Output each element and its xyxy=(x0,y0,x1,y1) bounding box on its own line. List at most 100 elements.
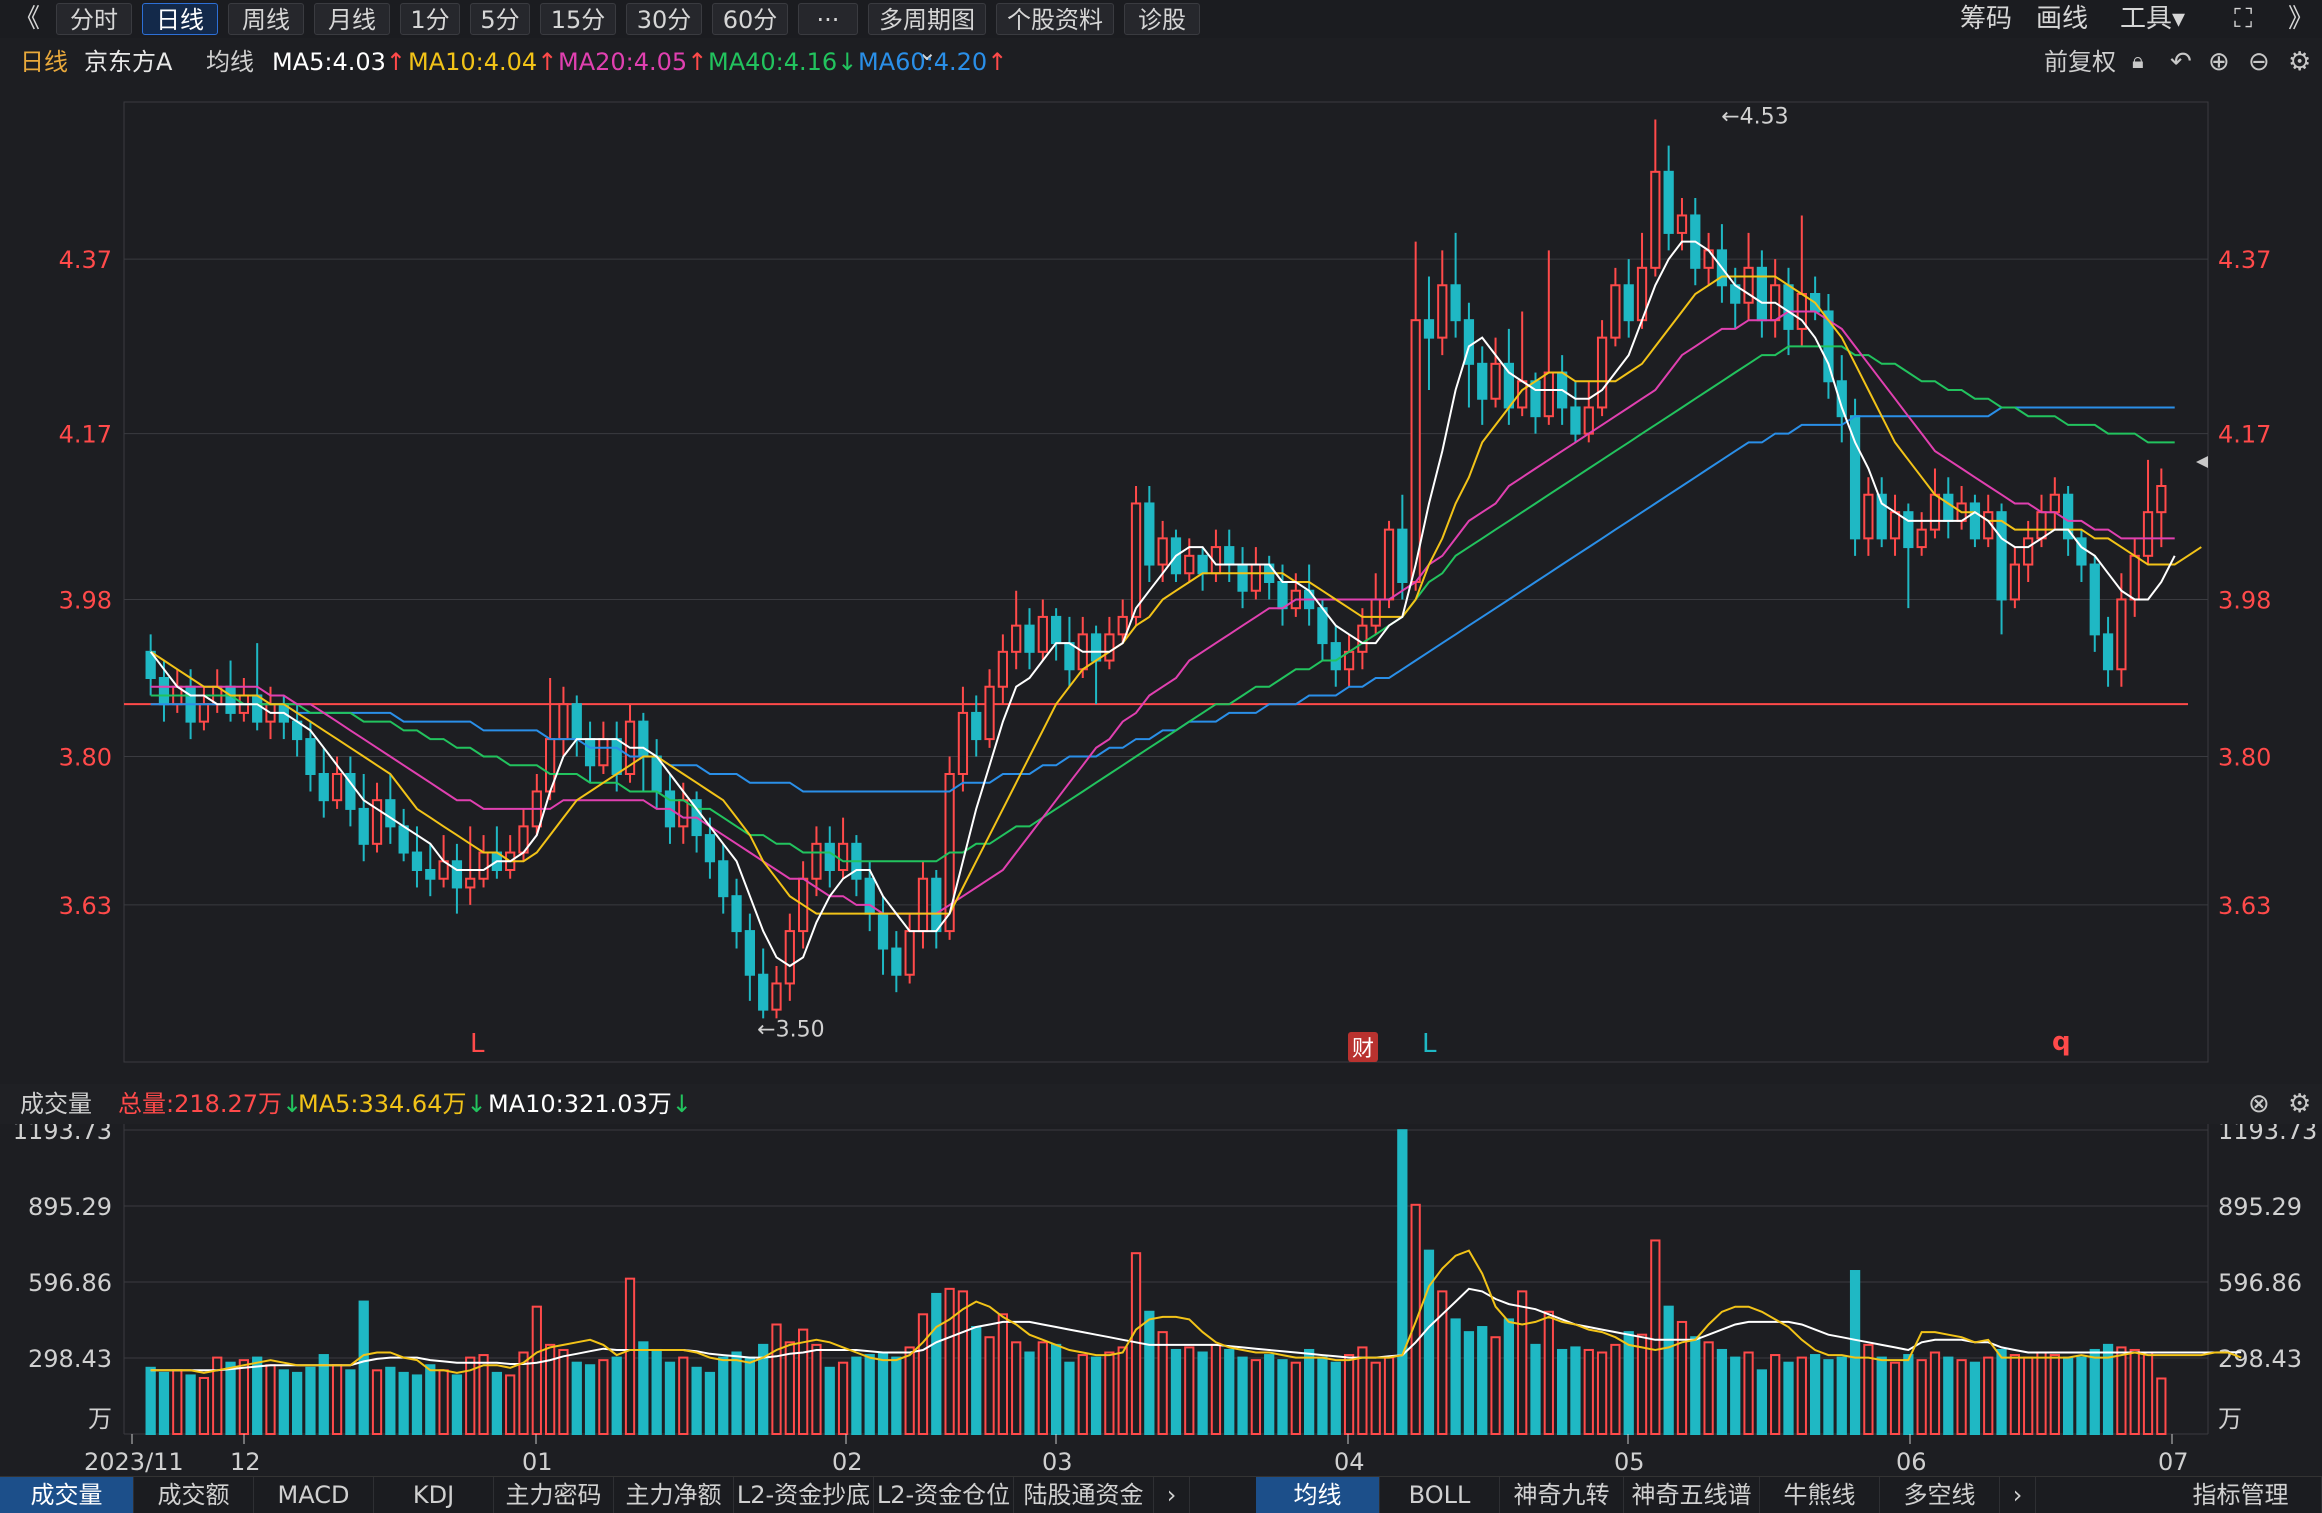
overlay-tab-1[interactable]: BOLL xyxy=(1380,1477,1500,1513)
tab-10[interactable]: 多周期图 ⌄ xyxy=(868,3,986,66)
volume-bar xyxy=(1397,1129,1408,1435)
toolbar-2[interactable]: 工具▾ xyxy=(2120,4,2186,34)
volume-bar xyxy=(1184,1346,1195,1436)
volume-bar xyxy=(1423,1249,1435,1435)
tab-0[interactable]: 分时 xyxy=(56,3,132,35)
candle-body xyxy=(331,773,343,802)
back-icon[interactable]: 《 xyxy=(14,4,41,34)
volume-bar xyxy=(2063,1356,2074,1435)
bottom-tab-3[interactable]: KDJ xyxy=(374,1477,494,1513)
tab-11[interactable]: 个股资料 xyxy=(996,3,1114,35)
undo-icon[interactable]: ↶ xyxy=(2170,47,2192,77)
overlay-tab-0[interactable]: 均线 xyxy=(1256,1477,1380,1513)
candle-body xyxy=(904,930,915,976)
volume-bar xyxy=(1197,1351,1208,1435)
candle-body xyxy=(917,877,929,933)
volume-bar xyxy=(411,1374,423,1435)
volume-bar xyxy=(1210,1343,1222,1435)
volume-bar xyxy=(1170,1348,1182,1435)
volume-bar xyxy=(1543,1310,1554,1436)
tab-3[interactable]: 月线 xyxy=(314,3,390,35)
candle-body xyxy=(1889,511,1901,540)
volume-bar xyxy=(305,1366,316,1435)
price-chart[interactable]: 4.37 4.37 4.17 4.17 3.98 3.98 3.80 3.80 3.63 3.63… xyxy=(0,82,2322,1082)
bottom-tab-2[interactable]: MACD xyxy=(254,1477,374,1513)
volume-bar xyxy=(505,1374,516,1435)
overlay-tab-5[interactable]: 多空线 xyxy=(1880,1477,2000,1513)
candle-body xyxy=(2023,537,2034,566)
tab-1[interactable]: 日线 xyxy=(142,3,218,35)
tab-2[interactable]: 周线 xyxy=(228,3,304,35)
candle-body xyxy=(2049,493,2060,514)
volume-bar xyxy=(1716,1348,1728,1435)
volume-bar xyxy=(1370,1361,1381,1435)
overlay-tab-2[interactable]: 神奇九转 xyxy=(1500,1477,1624,1513)
volume-bar xyxy=(798,1328,809,1436)
volume-bar xyxy=(1051,1343,1062,1435)
toolbar-0[interactable]: 筹码 xyxy=(1960,4,2013,34)
tab-7[interactable]: 30分 xyxy=(626,3,702,35)
plot-frame xyxy=(123,101,2209,1063)
lock-icon[interactable]: 🔒︎ xyxy=(2132,49,2144,74)
candle-body xyxy=(558,703,569,741)
volume-bar xyxy=(145,1366,156,1435)
price-tick-left: 4.37 xyxy=(59,246,112,274)
stock-name[interactable]: 京东方A xyxy=(84,48,173,76)
candle-body xyxy=(611,738,622,775)
candle-body xyxy=(1543,371,1554,418)
tab-8[interactable]: 60分 xyxy=(712,3,788,35)
bottom-tab-7[interactable]: L2-资金仓位 xyxy=(874,1477,1014,1513)
price-tick-right: 3.63 xyxy=(2218,892,2271,920)
candle-body xyxy=(1969,502,1981,540)
toolbar-1[interactable]: 画线 xyxy=(2036,4,2089,34)
indicator-manage-button[interactable]: 指标管理 xyxy=(2160,1477,2322,1513)
bottom-tab-0[interactable]: 成交量 xyxy=(0,1477,134,1513)
price-tick-left: 3.98 xyxy=(59,586,112,614)
tab-4[interactable]: 1分 xyxy=(400,3,460,35)
volume-bar xyxy=(1290,1361,1301,1435)
volume-bar xyxy=(425,1364,436,1436)
price-tick-right: 4.17 xyxy=(2218,421,2271,449)
candle-body xyxy=(318,773,329,802)
chevron-right-icon[interactable]: › xyxy=(1154,1477,1190,1513)
volume-bar xyxy=(1343,1354,1355,1435)
candle-body xyxy=(1011,624,1022,653)
tab-12[interactable]: 诊股 xyxy=(1124,3,1200,35)
volume-gear-icon[interactable]: ⚙ xyxy=(2288,1089,2312,1119)
marker-q: q xyxy=(2052,1027,2071,1057)
fullscreen-icon[interactable]: ⛶ xyxy=(2234,4,2253,34)
volume-bar xyxy=(1490,1336,1501,1435)
tab-5[interactable]: 5分 xyxy=(470,3,530,35)
candle-body xyxy=(425,869,436,880)
zoom-in-icon[interactable]: ⊕ xyxy=(2208,47,2230,77)
zoom-out-icon[interactable]: ⊖ xyxy=(2248,47,2270,77)
bottom-tab-5[interactable]: 主力净额 xyxy=(614,1477,734,1513)
close-icon[interactable]: ⊗ xyxy=(2248,1089,2270,1119)
gear-icon[interactable]: ⚙ xyxy=(2288,47,2312,77)
candle-body xyxy=(584,738,596,767)
volume-bar xyxy=(718,1356,729,1435)
volume-bar xyxy=(1969,1361,1981,1435)
volume-bar xyxy=(1117,1346,1128,1436)
overlay-tab-3[interactable]: 神奇五线谱 xyxy=(1624,1477,1760,1513)
bottom-tab-1[interactable]: 成交额 xyxy=(134,1477,254,1513)
candle-body xyxy=(2102,633,2114,671)
volume-bar xyxy=(172,1369,183,1436)
bottom-tab-8[interactable]: 陆股通资金 xyxy=(1014,1477,1154,1513)
candle-body xyxy=(1663,170,1674,234)
overlay-chevron-icon[interactable]: › xyxy=(2000,1477,2036,1513)
bottom-tab-4[interactable]: 主力密码 xyxy=(494,1477,614,1513)
tab-9[interactable]: ··· xyxy=(798,3,858,35)
volume-chart[interactable]: 1193.73 1193.73 895.29 895.29 596.86 596.86 29… xyxy=(0,1124,2322,1474)
avg-line-label[interactable]: 均线 xyxy=(206,48,254,76)
tab-6[interactable]: 15分 xyxy=(540,3,616,35)
period-toolbar: 《分时 日线 周线 月线 1分 5分 15分 30分 60分 ··· 多周期图 ⌄ 个股资料 诊股 筹码画… xyxy=(0,0,2322,66)
ma-line-ma60 xyxy=(150,406,2175,793)
volume-bar xyxy=(811,1343,822,1435)
volume-bar xyxy=(1437,1290,1448,1435)
overlay-tab-4[interactable]: 牛熊线 xyxy=(1760,1477,1880,1513)
forward-icon[interactable]: 》 xyxy=(2288,4,2315,34)
adjust-button[interactable]: 前复权 xyxy=(2044,48,2116,76)
volume-bar xyxy=(584,1364,596,1436)
bottom-tab-6[interactable]: L2-资金抄底 xyxy=(734,1477,874,1513)
